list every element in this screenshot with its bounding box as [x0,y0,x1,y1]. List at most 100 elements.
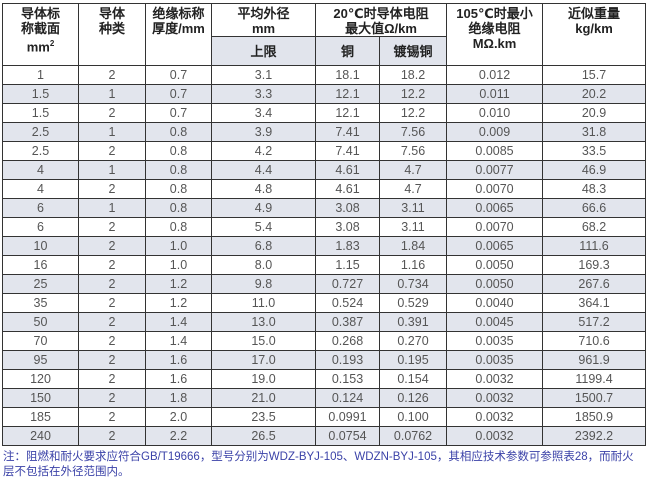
table-cell: 0.0050 [446,274,544,294]
header-diameter-upper: 上限 [211,36,316,66]
table-cell: 1.6 [145,369,212,389]
table-cell: 1.8 [145,388,212,408]
table-cell: 0.0032 [446,426,544,446]
table-cell: 6 [2,217,79,237]
table-cell: 0.0754 [315,426,380,446]
table-row: 2.5 1 0.8 3.9 7.41 7.56 0.009 31.8 [2,122,647,142]
table-cell: 26.5 [211,426,316,446]
table-cell: 0.0070 [446,217,544,237]
table-cell: 0.524 [315,293,380,313]
table-cell: 0.0032 [446,388,544,408]
table-row: 120 2 1.6 19.0 0.153 0.154 0.0032 1199.4 [2,369,647,389]
table-note: 注：阻燃和耐火要求应符合GB/T19666，型号分别为WDZ-BYJ-105、W… [3,451,634,478]
table-cell: 3.1 [211,65,316,85]
table-cell: 23.5 [211,407,316,427]
table-cell: 0.8 [145,179,212,199]
table-cell: 0.387 [315,312,380,332]
table-cell: 0.8 [145,198,212,218]
table-cell: 0.0991 [315,407,380,427]
table-cell: 2.5 [2,141,79,161]
table-cell: 267.6 [542,274,647,294]
table-cell: 16 [2,255,79,275]
table-cell: 0.0035 [446,350,544,370]
table-cell: 0.0035 [446,331,544,351]
table-cell: 4.61 [315,179,380,199]
table-cell: 6 [2,198,79,218]
table-cell: 13.0 [211,312,316,332]
table-cell: 21.0 [211,388,316,408]
table-cell: 2 [78,274,146,294]
table-cell: 12.1 [315,103,380,123]
table-cell: 18.1 [315,65,380,85]
table-cell: 1.83 [315,236,380,256]
table-cell: 0.0040 [446,293,544,313]
table-cell: 0.529 [378,293,448,313]
table-cell: 0.0065 [446,236,544,256]
table-cell: 0.195 [378,350,448,370]
table-cell: 33.5 [542,141,647,161]
table-cell: 2 [78,217,146,237]
table-cell: 0.0085 [446,141,544,161]
table-cell: 0.126 [378,388,448,408]
table-row: 4 2 0.8 4.8 4.61 4.7 0.0070 48.3 [2,179,647,199]
table-cell: 12.1 [315,84,380,104]
table-cell: 2.5 [2,122,79,142]
table-cell: 1.6 [145,350,212,370]
table-cell: 0.7 [145,65,212,85]
table-cell: 0.0762 [378,426,448,446]
table-cell: 2 [78,141,146,161]
header-resistance: 20℃时导体电阻 最大值Ω/km [314,3,448,37]
table-cell: 46.9 [542,160,647,180]
table-cell: 20.2 [542,84,647,104]
table-cell: 0.734 [378,274,448,294]
table-cell: 1.5 [2,84,79,104]
table-cell: 3.4 [211,103,316,123]
table-cell: 0.391 [378,312,448,332]
table-row: 185 2 2.0 23.5 0.0991 0.100 0.0032 1850.9 [2,407,647,427]
table-cell: 150 [2,388,79,408]
table-cell: 12.2 [378,84,448,104]
table-cell: 7.56 [378,141,448,161]
table-cell: 1.16 [378,255,448,275]
table-row: 50 2 1.4 13.0 0.387 0.391 0.0045 517.2 [2,312,647,332]
table-cell: 169.3 [542,255,647,275]
table-cell: 0.0077 [446,160,544,180]
table-cell: 6.8 [211,236,316,256]
table-cell: 2 [78,312,146,332]
table-cell: 0.010 [446,103,544,123]
table-cell: 0.154 [378,369,448,389]
header-tinned-copper: 镀锡铜 [378,36,448,66]
table-cell: 1.4 [145,331,212,351]
table-cell: 0.0050 [446,255,544,275]
table-cell: 4 [2,179,79,199]
table-cell: 3.3 [211,84,316,104]
table-cell: 0.0045 [446,312,544,332]
table-cell: 1 [78,84,146,104]
table-cell: 3.11 [378,198,448,218]
table-cell: 18.2 [378,65,448,85]
table-cell: 1.0 [145,255,212,275]
table-cell: 17.0 [211,350,316,370]
table-cell: 1.4 [145,312,212,332]
table-row: 25 2 1.2 9.8 0.727 0.734 0.0050 267.6 [2,274,647,294]
table-cell: 4 [2,160,79,180]
table-cell: 4.2 [211,141,316,161]
table-cell: 3.08 [315,198,380,218]
table-cell: 8.0 [211,255,316,275]
table-cell: 0.270 [378,331,448,351]
table-row: 240 2 2.2 26.5 0.0754 0.0762 0.0032 2392.2 [2,426,647,446]
header-size: 导体标 称截面 mm2 [2,3,79,66]
table-row: 2.5 2 0.8 4.2 7.41 7.56 0.0085 33.5 [2,141,647,161]
table-cell: 3.9 [211,122,316,142]
header-diameter: 平均外径 mm [211,3,316,37]
table-cell: 35 [2,293,79,313]
table-cell: 2 [78,179,146,199]
table-row: 35 2 1.2 11.0 0.524 0.529 0.0040 364.1 [2,293,647,313]
table-cell: 19.0 [211,369,316,389]
table-row: 95 2 1.6 17.0 0.193 0.195 0.0035 961.9 [2,350,647,370]
table-cell: 0.0065 [446,198,544,218]
table-cell: 0.193 [315,350,380,370]
table-cell: 20.9 [542,103,647,123]
table-row: 1.5 2 0.7 3.4 12.1 12.2 0.010 20.9 [2,103,647,123]
table-cell: 0.7 [145,103,212,123]
